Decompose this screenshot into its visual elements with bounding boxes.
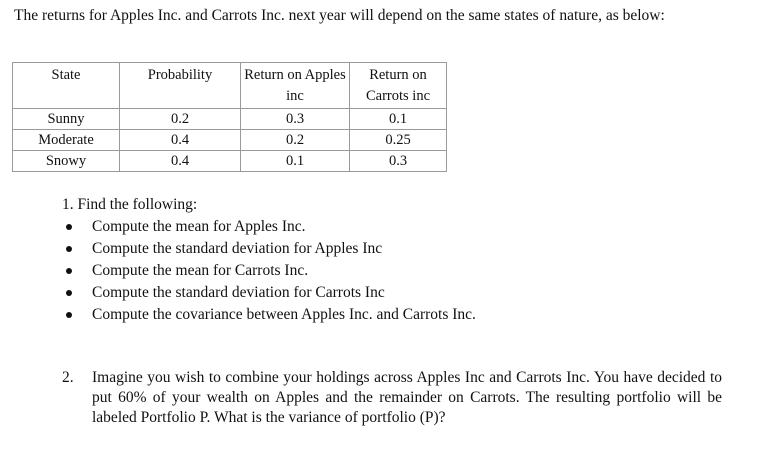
cell-return-carrots: 0.3	[349, 150, 447, 172]
question-2: 2. Imagine you wish to combine your hold…	[62, 368, 722, 428]
list-item: Compute the standard deviation for Carro…	[62, 282, 476, 304]
bullet-icon	[66, 246, 72, 252]
states-table: State Probability Return on Apples inc R…	[12, 62, 447, 172]
list-item-text: Compute the covariance between Apples In…	[92, 306, 476, 323]
cell-return-apples: 0.3	[240, 108, 350, 130]
list-item: Compute the mean for Apples Inc.	[62, 216, 476, 238]
list-item: Compute the standard deviation for Apple…	[62, 238, 476, 260]
table-row: Snowy 0.4 0.1 0.3	[12, 150, 447, 172]
header-probability: Probability	[119, 62, 241, 109]
cell-state: Sunny	[12, 108, 120, 130]
table-header-row: State Probability Return on Apples inc R…	[12, 62, 447, 109]
list-item-text: Compute the mean for Carrots Inc.	[92, 262, 309, 279]
list-item-text: Compute the mean for Apples Inc.	[92, 218, 306, 235]
cell-probability: 0.4	[119, 129, 241, 151]
cell-return-apples: 0.2	[240, 129, 350, 151]
bullet-icon	[66, 290, 72, 296]
list-item-text: Compute the standard deviation for Apple…	[92, 240, 383, 257]
table-row: Sunny 0.2 0.3 0.1	[12, 108, 447, 130]
cell-return-carrots: 0.1	[349, 108, 447, 130]
list-item: Compute the mean for Carrots Inc.	[62, 260, 476, 282]
cell-return-carrots: 0.25	[349, 129, 447, 151]
cell-state: Snowy	[12, 150, 120, 172]
cell-state: Moderate	[12, 129, 120, 151]
question-1-title: 1. Find the following:	[62, 196, 198, 213]
bullet-icon	[66, 268, 72, 274]
question-1: 1. Find the following: Compute the mean …	[62, 194, 476, 326]
question-1-list: Compute the mean for Apples Inc. Compute…	[62, 216, 476, 326]
bullet-icon	[66, 312, 72, 318]
intro-paragraph: The returns for Apples Inc. and Carrots …	[14, 7, 665, 24]
cell-probability: 0.4	[119, 150, 241, 172]
cell-probability: 0.2	[119, 108, 241, 130]
header-return-carrots: Return on Carrots inc	[349, 62, 447, 109]
bullet-icon	[66, 224, 72, 230]
table-row: Moderate 0.4 0.2 0.25	[12, 129, 447, 151]
question-2-text: Imagine you wish to combine your holding…	[92, 369, 722, 426]
cell-return-apples: 0.1	[240, 150, 350, 172]
question-2-number: 2.	[62, 369, 74, 386]
header-state: State	[12, 62, 120, 109]
list-item: Compute the covariance between Apples In…	[62, 304, 476, 326]
header-return-apples: Return on Apples inc	[240, 62, 350, 109]
list-item-text: Compute the standard deviation for Carro…	[92, 284, 385, 301]
